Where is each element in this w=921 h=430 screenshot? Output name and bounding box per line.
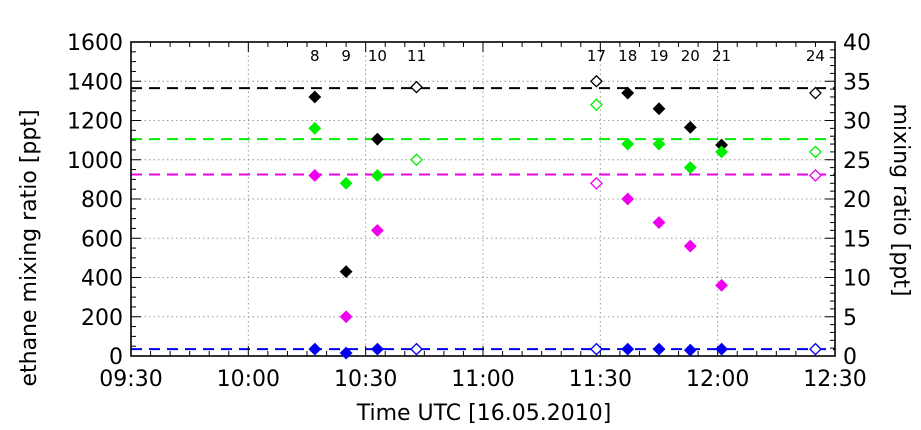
data-point-open [809, 169, 822, 182]
y-axis-title-left: ethane mixing ratio [ppt] [17, 109, 42, 386]
sample-label: 20 [681, 47, 700, 65]
data-point-open [590, 342, 603, 356]
y-tick-label-right: 15 [843, 227, 871, 252]
y-tick-label-right: 0 [843, 345, 857, 370]
y-tick-label-left: 200 [81, 306, 123, 331]
data-point-filled [370, 132, 384, 146]
sample-label: 11 [407, 47, 426, 65]
data-point-filled [370, 223, 384, 237]
data-point-open [809, 342, 822, 356]
data-point-filled [652, 102, 666, 116]
data-point-filled [683, 161, 697, 175]
data-points [308, 74, 822, 360]
y-tick-label-left: 1000 [67, 149, 123, 174]
x-tick-label: 12:30 [803, 367, 866, 392]
x-tick-label: 11:00 [451, 367, 514, 392]
y-tick-label-left: 600 [81, 227, 123, 252]
y-tick-label-left: 800 [81, 188, 123, 213]
y-tick-label-left: 1400 [67, 70, 123, 95]
sample-label: 9 [341, 47, 351, 65]
data-point-filled [715, 145, 728, 159]
data-point-filled [339, 310, 353, 324]
x-tick-label: 11:30 [569, 367, 632, 392]
data-point-open [410, 153, 423, 167]
data-point-filled [339, 346, 353, 360]
data-point-filled [683, 239, 697, 253]
data-point-filled [715, 342, 728, 356]
x-tick-label: 09:30 [99, 367, 162, 392]
data-point-filled [339, 265, 353, 279]
y-tick-label-right: 20 [843, 188, 871, 213]
tick-labels: 09:30 10:00 10:30 11:00 11:30 12:00 12:3002004… [67, 31, 871, 392]
sample-label: 17 [587, 47, 606, 65]
data-point-filled [308, 169, 322, 182]
data-point-open [809, 145, 822, 159]
y-tick-label-left: 1600 [67, 31, 123, 56]
y-tick-label-right: 30 [843, 110, 871, 135]
y-tick-label-right: 10 [843, 267, 871, 292]
data-point-filled [308, 121, 322, 135]
y-axis-title-right: mixing ratio [ppt] [888, 103, 913, 296]
data-point-filled [621, 137, 635, 151]
data-point-filled [370, 342, 384, 356]
data-point-open [809, 86, 822, 100]
data-point-open [410, 342, 423, 356]
data-point-filled [683, 343, 697, 357]
sample-label: 19 [649, 47, 668, 65]
data-point-open [410, 80, 423, 94]
sample-label: 18 [618, 47, 637, 65]
data-point-filled [308, 90, 322, 104]
data-point-filled [652, 342, 666, 356]
sample-label: 24 [806, 47, 825, 65]
x-tick-label: 12:00 [686, 367, 749, 392]
sample-label: 8 [310, 47, 320, 65]
data-point-filled [683, 120, 697, 134]
y-tick-label-right: 40 [843, 31, 871, 56]
data-point-filled [370, 169, 384, 182]
data-point-open [590, 74, 603, 88]
data-point-filled [621, 342, 635, 356]
data-point-filled [621, 86, 635, 100]
data-point-filled [339, 176, 353, 190]
x-tick-label: 10:00 [217, 367, 280, 392]
data-point-open [590, 176, 603, 190]
data-point-filled [621, 192, 635, 206]
y-tick-label-left: 1200 [67, 110, 123, 135]
data-point-open [590, 98, 603, 112]
y-tick-label-right: 25 [843, 149, 871, 174]
y-tick-label-left: 0 [109, 345, 123, 370]
data-point-filled [652, 216, 666, 229]
data-point-filled [652, 137, 666, 151]
data-point-filled [308, 342, 322, 356]
y-tick-label-right: 35 [843, 70, 871, 95]
y-tick-label-right: 5 [843, 306, 857, 331]
y-tick-label-left: 400 [81, 267, 123, 292]
sample-label: 10 [368, 47, 387, 65]
grid [131, 42, 835, 356]
x-tick-label: 10:30 [334, 367, 397, 392]
sample-label: 21 [712, 47, 731, 65]
data-point-filled [715, 278, 728, 292]
x-axis-title: Time UTC [16.05.2010] [356, 401, 612, 426]
sample-labels: 8 9 10 11 17 18 19 20 21 24 [310, 47, 825, 65]
